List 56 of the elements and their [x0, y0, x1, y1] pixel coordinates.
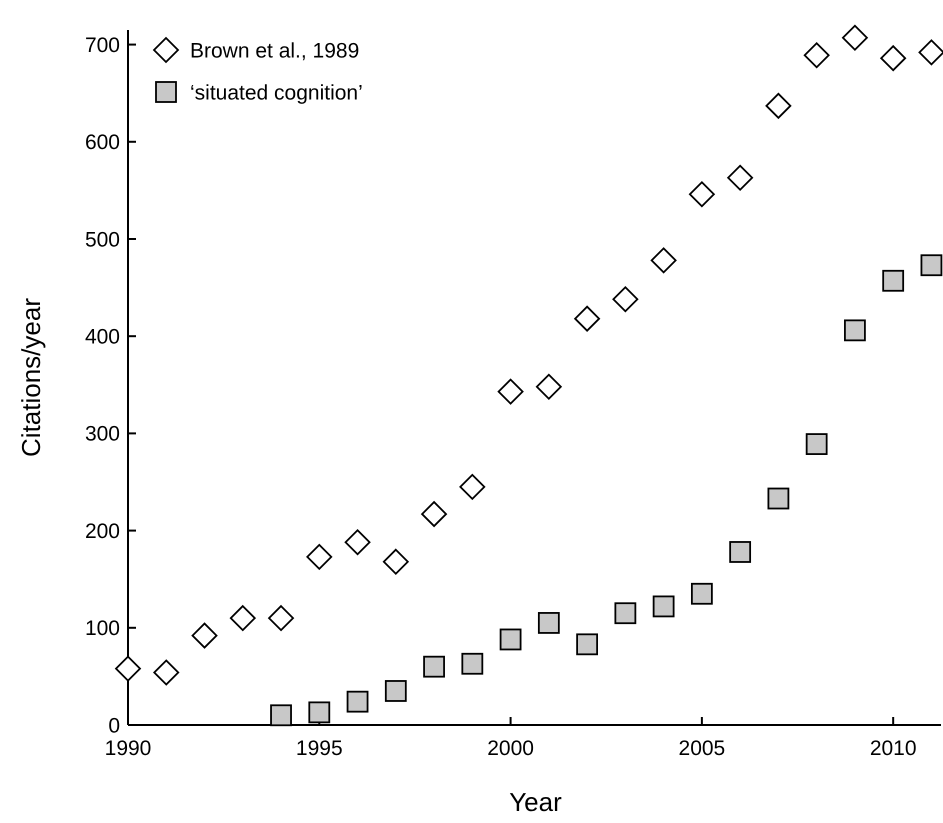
point	[306, 544, 332, 570]
y-tick-label: 500	[84, 228, 120, 252]
point	[268, 605, 294, 631]
point	[498, 378, 524, 404]
point	[688, 181, 715, 208]
point	[576, 633, 598, 656]
point	[230, 605, 256, 631]
point	[614, 602, 636, 624]
point	[729, 541, 752, 563]
point	[536, 374, 562, 400]
point	[768, 488, 790, 510]
point	[804, 42, 830, 68]
point	[844, 319, 866, 342]
y-tick-label: 600	[84, 131, 120, 154]
point	[192, 622, 218, 648]
point	[115, 656, 141, 682]
y-tick-label: 700	[84, 34, 120, 57]
point	[842, 24, 868, 51]
y-tick-label: 100	[84, 617, 120, 640]
point	[727, 164, 754, 191]
x-tick-label: 2005	[678, 737, 726, 760]
point	[882, 270, 904, 292]
point	[459, 474, 486, 500]
point	[384, 680, 407, 702]
legend-label: Brown et al., 1989	[190, 39, 360, 62]
y-tick-label: 300	[84, 422, 120, 446]
point	[574, 306, 600, 332]
point	[270, 704, 292, 726]
x-tick-label: 1995	[296, 737, 343, 760]
x-axis-title: Year	[509, 787, 562, 817]
point	[421, 501, 447, 527]
point	[308, 701, 330, 724]
point	[690, 582, 713, 605]
point	[344, 529, 370, 556]
point	[652, 596, 675, 618]
point	[650, 247, 677, 274]
point	[423, 656, 445, 678]
point	[346, 690, 368, 713]
point	[153, 660, 180, 686]
point	[920, 254, 942, 276]
x-tick-label: 1990	[104, 737, 152, 760]
y-tick-label: 200	[84, 520, 120, 543]
point	[382, 548, 409, 575]
legend-label: ‘situated cognition’	[190, 81, 363, 104]
point	[766, 92, 792, 119]
point	[538, 612, 560, 634]
y-tick-label: 400	[84, 326, 120, 349]
y-tick-label: 0	[108, 714, 120, 738]
y-axis-title: Citations/year	[16, 298, 46, 457]
point	[500, 628, 522, 650]
x-tick-label: 2000	[487, 737, 534, 760]
point	[612, 286, 638, 312]
point	[806, 433, 828, 455]
point	[461, 652, 484, 675]
point	[880, 45, 906, 72]
x-tick-label: 2010	[870, 737, 917, 760]
